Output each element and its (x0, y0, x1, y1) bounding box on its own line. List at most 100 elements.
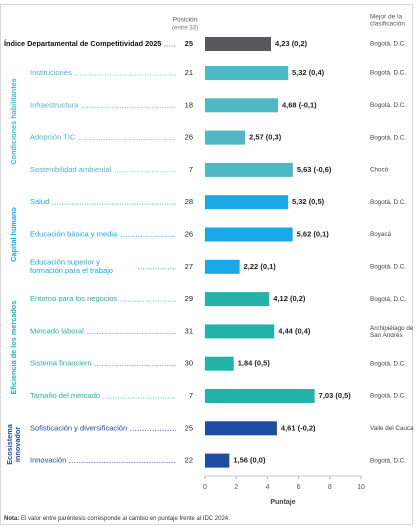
note: Nota: El valor entre paréntesis correspo… (4, 516, 230, 522)
change-text: (0,4) (295, 326, 311, 335)
value-label: 4,23 (0,2) (275, 39, 308, 48)
x-tick-label: 10 (357, 484, 365, 491)
category-label: Educación superior y formación para el tr… (30, 258, 113, 275)
value-text: 2,22 (244, 262, 259, 271)
value-label: 1,84 (0,5) (238, 359, 271, 368)
value-text: 4,12 (273, 294, 288, 303)
category-label: Tamaño del mercado (30, 391, 100, 400)
position-header: Posición (173, 17, 198, 24)
best-label: Bogotá, D.C. (370, 102, 406, 109)
group-label: Capital humano (9, 207, 18, 262)
value-text: 1,84 (238, 359, 253, 368)
category-label: Infraestructura (30, 100, 79, 109)
position: 27 (185, 262, 193, 271)
group-label: Ecosistemainnovador (5, 423, 22, 465)
value-label: 2,57 (0,3) (249, 133, 282, 142)
position: 25 (185, 423, 193, 432)
change-text: (-0,6) (314, 165, 332, 174)
value-text: 4,44 (278, 326, 293, 335)
change-text: (-0,1) (299, 100, 317, 109)
value-label: 4,61 (-0,2) (281, 423, 316, 432)
note-label: Nota: (4, 516, 19, 522)
best-label: Bogotá, D.C. (370, 457, 406, 464)
category-label: Educación básica y media (30, 229, 118, 238)
best-label: Bogotá, D.C. (370, 134, 406, 141)
bar (205, 130, 246, 145)
bar (205, 66, 288, 80)
bar (205, 292, 270, 307)
category-label: Sofisticación y diversificación (30, 423, 127, 432)
bar (205, 162, 293, 177)
x-tick-label: 0 (203, 484, 207, 491)
x-tick-label: 8 (328, 484, 332, 491)
change-text: (0,5) (309, 197, 325, 206)
value-text: 7,03 (319, 391, 334, 400)
position-subheader: (entre 33) (172, 26, 198, 32)
category-label: Sistema financiero (30, 359, 92, 368)
position: 26 (185, 229, 193, 238)
position: 28 (185, 197, 193, 206)
bar (205, 356, 234, 371)
bar (205, 259, 240, 274)
change-text: (0,1) (260, 262, 276, 271)
change-text: (-0,2) (298, 423, 316, 432)
change-text: (0,4) (309, 68, 325, 77)
best-label: Boyacá (370, 231, 392, 238)
x-tick-label: 2 (234, 484, 238, 491)
category-label: Índice Departamental de Competitividad 2… (4, 39, 161, 48)
category-label: Entorno para los negocios (30, 294, 117, 303)
x-tick-label: 6 (297, 484, 301, 491)
value-label: 5,32 (0,4) (292, 68, 325, 77)
value-label: 4,44 (0,4) (278, 326, 311, 335)
best-label: Bogotá, D.C. (370, 263, 406, 270)
note-text: El valor entre paréntesis corresponde al… (21, 516, 230, 522)
value-label: 4,68 (-0,1) (282, 100, 317, 109)
bar (205, 324, 275, 339)
position: 18 (185, 100, 193, 109)
change-text: (0,1) (313, 229, 329, 238)
position: 29 (185, 294, 193, 303)
category-label: Salud (30, 197, 49, 206)
category-label: Sostenibilidad ambiental (30, 165, 112, 174)
value-label: 5,63 (-0,6) (297, 165, 332, 174)
group-label: Condiciones habilitantes (9, 78, 18, 164)
group-label: Eficiencia de los mercados (9, 301, 18, 395)
value-label: 1,56 (0,0) (233, 456, 266, 465)
change-text: (0,3) (266, 133, 282, 142)
value-label: 5,32 (0,5) (292, 197, 325, 206)
change-text: (0,5) (335, 391, 351, 400)
position: 7 (189, 165, 193, 174)
bar (205, 389, 315, 403)
category-label: Mercado laboral (30, 326, 84, 335)
value-text: 5,32 (292, 68, 307, 77)
value-text: 4,23 (275, 39, 290, 48)
value-text: 4,61 (281, 423, 296, 432)
category-label: Instituciones (30, 68, 72, 77)
change-text: (0,2) (290, 294, 306, 303)
bar (205, 421, 277, 436)
best-header: Mejor de la clasificación (370, 13, 405, 27)
position: 26 (185, 133, 193, 142)
position: 22 (185, 456, 193, 465)
best-label: Valle del Cauca (370, 425, 414, 432)
bar (205, 98, 279, 113)
value-text: 2,57 (249, 133, 264, 142)
position: 30 (185, 359, 193, 368)
value-text: 5,62 (297, 229, 312, 238)
bar (205, 453, 230, 468)
value-label: 7,03 (0,5) (319, 391, 352, 400)
value-label: 5,62 (0,1) (297, 229, 330, 238)
best-label: Bogotá, D.C. (370, 393, 406, 400)
best-label: Archipiélago de San Andrés (370, 325, 414, 339)
best-label: Chocó (370, 167, 389, 174)
bar (205, 37, 271, 51)
change-text: (0,0) (250, 456, 266, 465)
bar (205, 227, 293, 242)
best-label: Bogotá, D.C. (370, 41, 406, 48)
best-label: Bogotá, D.C. (370, 70, 406, 77)
value-text: 5,63 (297, 165, 312, 174)
frame (0, 4, 413, 525)
best-label: Bogotá, D.C. (370, 199, 406, 206)
best-label: Bogotá, D.C. (370, 296, 406, 303)
value-text: 1,56 (233, 456, 248, 465)
